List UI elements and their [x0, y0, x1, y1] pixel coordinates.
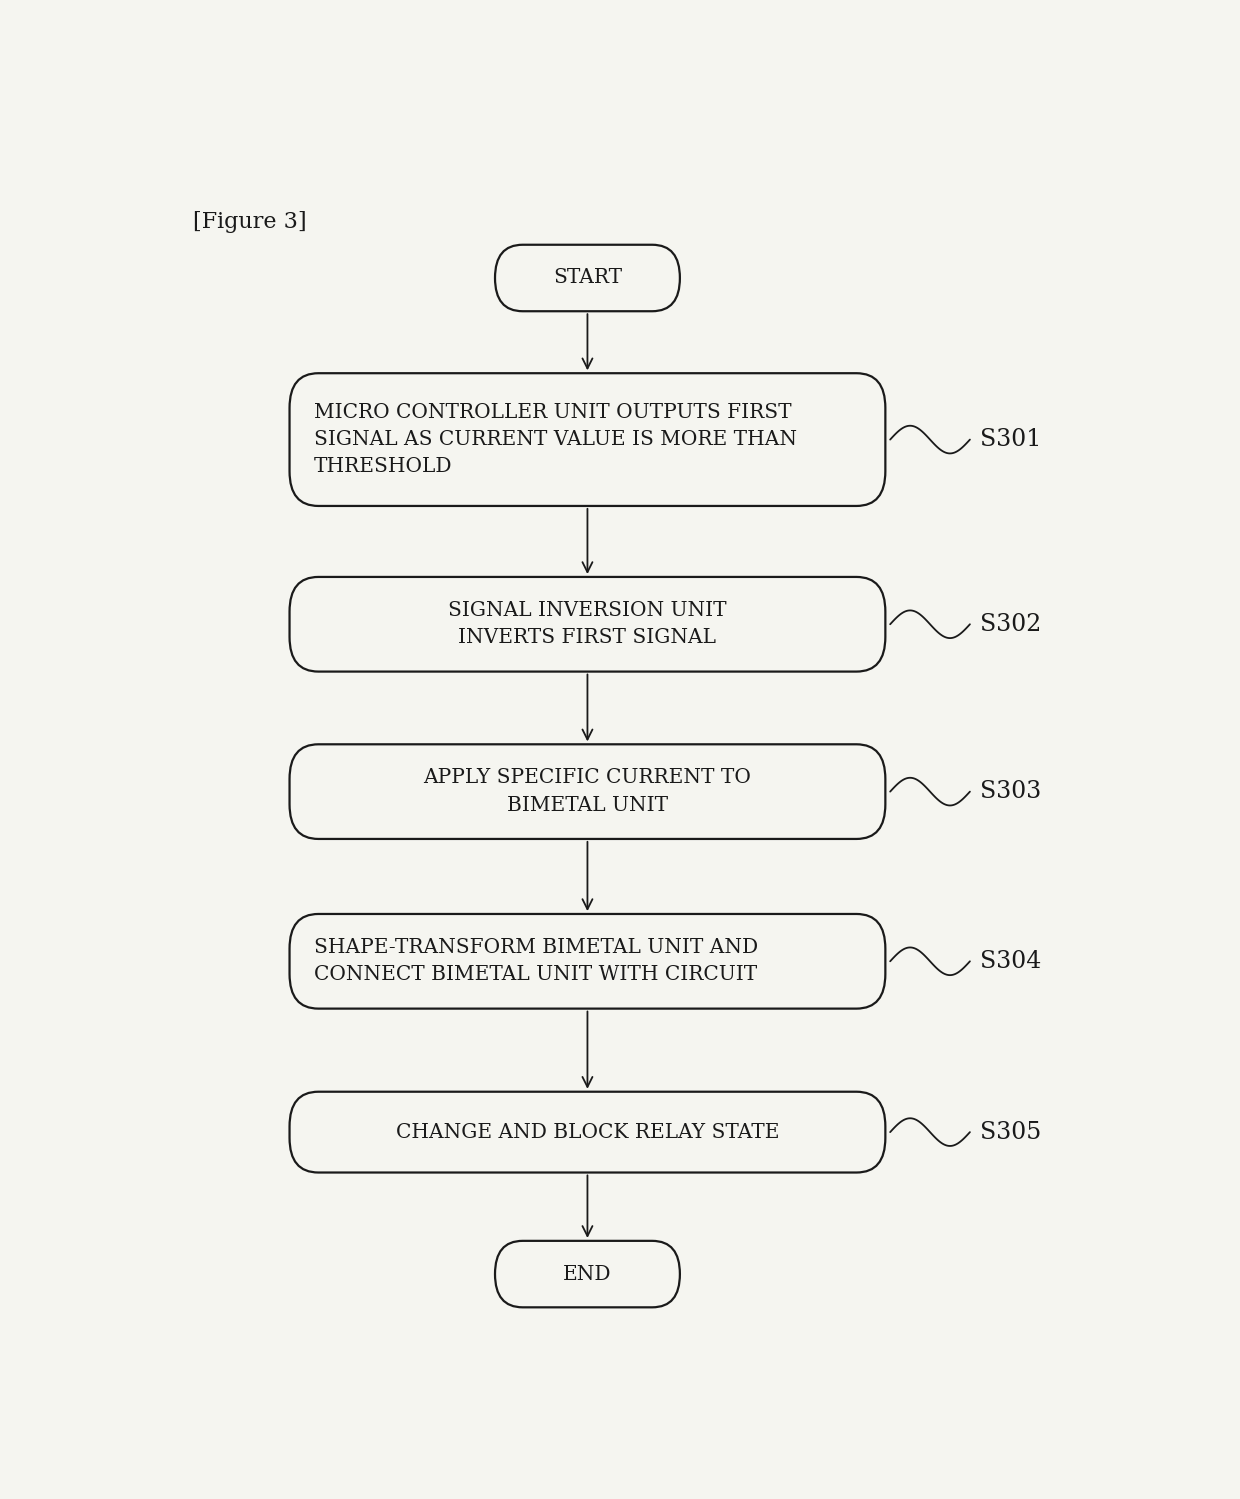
- Text: S301: S301: [980, 429, 1040, 451]
- FancyBboxPatch shape: [290, 1091, 885, 1172]
- Text: S303: S303: [980, 779, 1040, 803]
- Text: APPLY SPECIFIC CURRENT TO
BIMETAL UNIT: APPLY SPECIFIC CURRENT TO BIMETAL UNIT: [424, 769, 751, 815]
- FancyBboxPatch shape: [495, 244, 680, 312]
- Text: CHANGE AND BLOCK RELAY STATE: CHANGE AND BLOCK RELAY STATE: [396, 1123, 779, 1142]
- Text: END: END: [563, 1265, 611, 1283]
- Text: MICRO CONTROLLER UNIT OUTPUTS FIRST
SIGNAL AS CURRENT VALUE IS MORE THAN
THRESHO: MICRO CONTROLLER UNIT OUTPUTS FIRST SIGN…: [314, 403, 796, 477]
- Text: SHAPE-TRANSFORM BIMETAL UNIT AND
CONNECT BIMETAL UNIT WITH CIRCUIT: SHAPE-TRANSFORM BIMETAL UNIT AND CONNECT…: [314, 938, 758, 985]
- Text: S305: S305: [980, 1121, 1040, 1144]
- Text: START: START: [553, 268, 622, 288]
- FancyBboxPatch shape: [495, 1241, 680, 1307]
- FancyBboxPatch shape: [290, 914, 885, 1009]
- Text: S302: S302: [980, 613, 1040, 636]
- Text: S304: S304: [980, 950, 1040, 973]
- FancyBboxPatch shape: [290, 373, 885, 507]
- Text: [Figure 3]: [Figure 3]: [193, 211, 308, 232]
- FancyBboxPatch shape: [290, 745, 885, 839]
- FancyBboxPatch shape: [290, 577, 885, 672]
- Text: SIGNAL INVERSION UNIT
INVERTS FIRST SIGNAL: SIGNAL INVERSION UNIT INVERTS FIRST SIGN…: [448, 601, 727, 648]
